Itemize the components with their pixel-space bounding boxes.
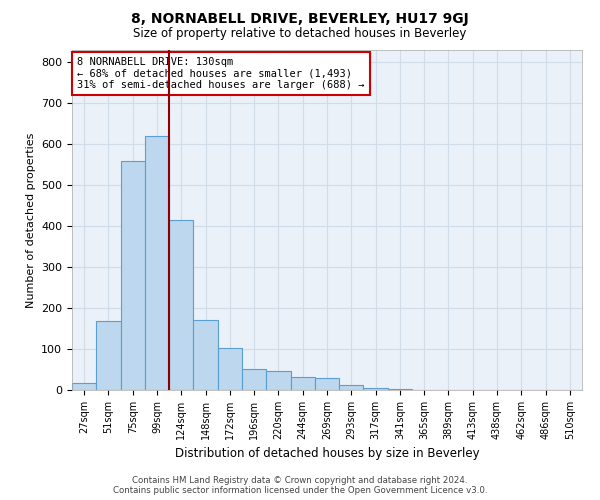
Text: Size of property relative to detached houses in Beverley: Size of property relative to detached ho… xyxy=(133,28,467,40)
Text: Contains HM Land Registry data © Crown copyright and database right 2024.
Contai: Contains HM Land Registry data © Crown c… xyxy=(113,476,487,495)
Bar xyxy=(315,378,339,390)
Bar xyxy=(96,321,121,390)
Bar xyxy=(364,388,388,390)
Bar xyxy=(193,320,218,390)
Bar xyxy=(388,389,412,390)
Bar xyxy=(169,220,193,390)
Bar xyxy=(242,368,266,390)
Bar xyxy=(218,348,242,390)
X-axis label: Distribution of detached houses by size in Beverley: Distribution of detached houses by size … xyxy=(175,448,479,460)
Bar xyxy=(339,384,364,390)
Text: 8, NORNABELL DRIVE, BEVERLEY, HU17 9GJ: 8, NORNABELL DRIVE, BEVERLEY, HU17 9GJ xyxy=(131,12,469,26)
Y-axis label: Number of detached properties: Number of detached properties xyxy=(26,132,35,308)
Bar xyxy=(266,370,290,390)
Bar xyxy=(290,377,315,390)
Text: 8 NORNABELL DRIVE: 130sqm
← 68% of detached houses are smaller (1,493)
31% of se: 8 NORNABELL DRIVE: 130sqm ← 68% of detac… xyxy=(77,57,365,90)
Bar xyxy=(72,382,96,390)
Bar xyxy=(121,160,145,390)
Bar xyxy=(145,136,169,390)
